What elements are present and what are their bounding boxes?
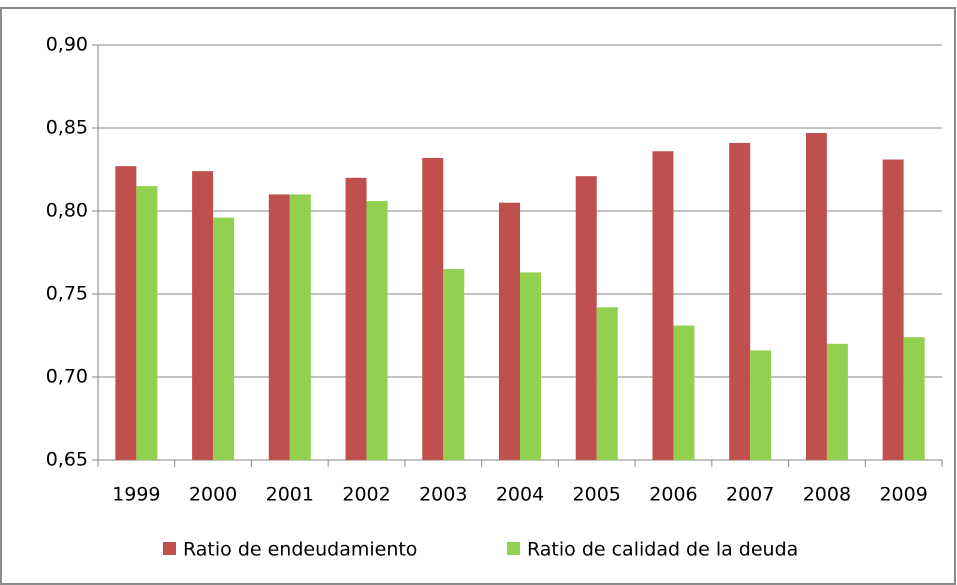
bar xyxy=(213,217,235,460)
x-tick-label: 2003 xyxy=(419,484,467,506)
x-tick-label: 2005 xyxy=(573,484,621,506)
x-tick-label: 2004 xyxy=(496,484,544,506)
bar xyxy=(136,186,158,460)
y-tick-label: 0,70 xyxy=(46,366,88,388)
bar xyxy=(115,166,137,460)
bar xyxy=(289,194,311,460)
x-tick-label: 2000 xyxy=(189,484,237,506)
y-tick-label: 0,80 xyxy=(46,200,88,222)
x-tick-label: 2007 xyxy=(726,484,774,506)
bar xyxy=(596,307,618,460)
bar xyxy=(575,176,597,460)
x-tick-label: 2008 xyxy=(803,484,851,506)
bar xyxy=(826,343,848,460)
bar xyxy=(499,202,520,460)
chart-border xyxy=(0,7,956,585)
bar xyxy=(673,325,695,460)
legend-label: Ratio de endeudamiento xyxy=(183,539,417,561)
bar xyxy=(729,142,751,460)
x-tick-label: 1999 xyxy=(112,484,160,506)
bar xyxy=(345,177,367,461)
y-tick-label: 0,65 xyxy=(46,449,88,471)
legend-swatch xyxy=(507,542,520,555)
legend-label: Ratio de calidad de la deuda xyxy=(527,539,798,561)
y-tick-label: 0,75 xyxy=(46,283,88,305)
x-tick-label: 2001 xyxy=(266,484,314,506)
bar xyxy=(192,171,214,460)
bar xyxy=(520,272,541,460)
bar xyxy=(882,159,904,461)
bar xyxy=(903,337,925,460)
y-tick-label: 0,85 xyxy=(46,117,88,139)
bar xyxy=(805,132,827,461)
bar xyxy=(422,157,444,460)
y-tick-label: 0,90 xyxy=(46,34,88,56)
legend-swatch xyxy=(163,542,176,555)
bar xyxy=(366,201,388,461)
bar xyxy=(750,350,772,460)
bar xyxy=(652,151,674,461)
bar xyxy=(268,194,290,460)
x-tick-label: 2002 xyxy=(342,484,390,506)
x-tick-label: 2006 xyxy=(649,484,697,506)
bar xyxy=(443,269,465,460)
x-tick-label: 2009 xyxy=(879,484,927,506)
